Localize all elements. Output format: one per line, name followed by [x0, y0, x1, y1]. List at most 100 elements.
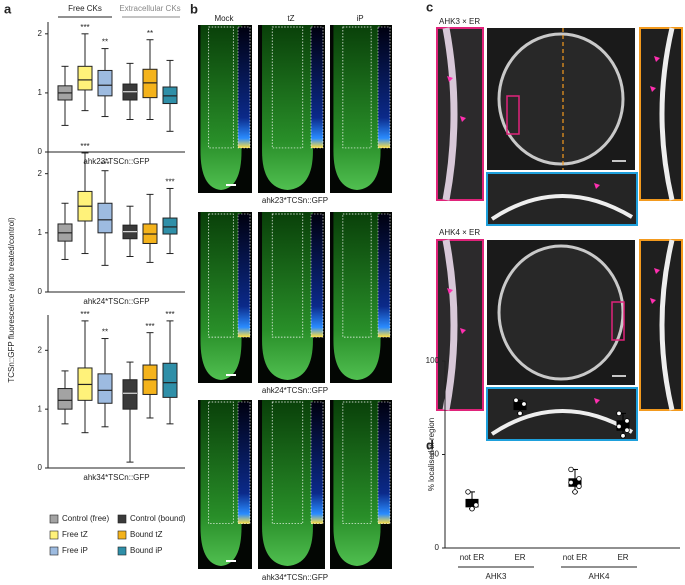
roi: [611, 301, 625, 341]
membrane: [442, 239, 458, 411]
x-axis-label: ahk23*TSCn::GFP: [83, 157, 149, 166]
legend-label: Free iP: [62, 546, 88, 555]
root: [262, 400, 313, 566]
panel-letter: d: [426, 437, 434, 452]
inset-left: [436, 239, 484, 411]
box: [97, 202, 113, 234]
legend-label: Free tZ: [62, 530, 88, 539]
root: [333, 25, 381, 190]
heatmap: [310, 213, 324, 338]
significance: ***: [165, 310, 174, 319]
point: [513, 397, 519, 403]
column-label: Mock: [214, 14, 234, 23]
row-label: AHK4 × ER: [439, 228, 480, 237]
arrowhead: [650, 86, 656, 92]
significance: **: [102, 328, 108, 337]
point: [576, 476, 582, 482]
root: [200, 25, 242, 190]
arrowhead: [654, 268, 660, 274]
heatmap: [310, 401, 324, 524]
point: [521, 401, 527, 407]
legend-label: Control (bound): [130, 514, 186, 523]
heatmap: [237, 401, 251, 524]
point: [465, 489, 471, 495]
row-label: ahk34*TCSn::GFP: [262, 573, 328, 582]
arrowhead: [460, 328, 466, 334]
column-label: iP: [356, 14, 363, 23]
x-axis-label: ahk24*TSCn::GFP: [83, 297, 149, 306]
y-tick-label: 0: [435, 543, 440, 552]
point: [616, 423, 622, 430]
y-tick-label: 1: [38, 404, 43, 413]
arrowhead: [594, 183, 600, 189]
point: [616, 410, 622, 417]
legend-label: Bound iP: [130, 546, 162, 555]
point: [624, 427, 630, 433]
x-tick-label: not ER: [563, 553, 588, 562]
box: [162, 217, 178, 235]
heatmap: [377, 26, 391, 149]
group-label: Extracellular CKs: [119, 4, 180, 13]
significance: **: [102, 38, 108, 47]
row-label: ahk23*TCSn::GFP: [262, 196, 328, 205]
inset-left: [436, 27, 484, 201]
membrane: [659, 239, 675, 411]
y-tick-label: 0: [38, 463, 43, 472]
significance: ***: [100, 160, 109, 169]
arrowhead: [447, 288, 453, 294]
heatmap: [237, 213, 251, 338]
panel-letter: c: [426, 0, 433, 14]
heatmap: [237, 26, 251, 149]
y-tick-label: 2: [38, 29, 43, 38]
point: [576, 483, 582, 489]
y-tick-label: 50: [430, 450, 439, 459]
roi: [271, 213, 304, 338]
arrowhead: [594, 398, 600, 404]
x-axis-label: ahk34*TSCn::GFP: [83, 473, 149, 482]
y-tick-label: 1: [38, 88, 43, 97]
y-tick-label: 0: [38, 287, 43, 296]
roi: [271, 26, 304, 149]
panel-letter: b: [190, 1, 198, 16]
root: [200, 400, 242, 566]
roi: [208, 213, 234, 338]
box: [513, 401, 527, 411]
box: [57, 388, 73, 410]
y-tick-label: 100: [426, 356, 440, 365]
heatmap: [377, 213, 391, 338]
roi: [208, 401, 234, 525]
membrane: [442, 27, 458, 201]
arrowhead: [447, 76, 453, 82]
row-label: AHK3 × ER: [439, 17, 480, 26]
box: [97, 373, 113, 404]
group-label: Free CKs: [68, 4, 102, 13]
root: [262, 25, 313, 190]
significance: ***: [80, 142, 89, 151]
significance: ***: [80, 310, 89, 319]
panel-letter: a: [4, 1, 12, 16]
y-tick-label: 2: [38, 169, 43, 178]
legend-swatch: [49, 530, 59, 540]
roi: [342, 26, 372, 149]
legend-swatch: [49, 546, 59, 556]
y-tick-label: 1: [38, 228, 43, 237]
box: [77, 65, 93, 91]
group-label: AHK3: [486, 572, 507, 581]
arrowhead: [650, 298, 656, 304]
roi: [506, 95, 520, 135]
significance: ***: [165, 178, 174, 187]
point: [620, 433, 626, 439]
y-axis-label: % localised in region: [427, 418, 436, 491]
membrane: [490, 409, 634, 436]
inset-bottom: [486, 387, 638, 441]
arrowhead: [460, 116, 466, 122]
legend-swatch: [117, 546, 127, 556]
significance: ***: [80, 23, 89, 32]
root: [333, 400, 381, 566]
group-label: AHK4: [589, 572, 610, 581]
inset-bottom: [486, 172, 638, 226]
row-label: ahk24*TCSn::GFP: [262, 386, 328, 395]
box: [97, 69, 113, 97]
point: [568, 466, 574, 473]
